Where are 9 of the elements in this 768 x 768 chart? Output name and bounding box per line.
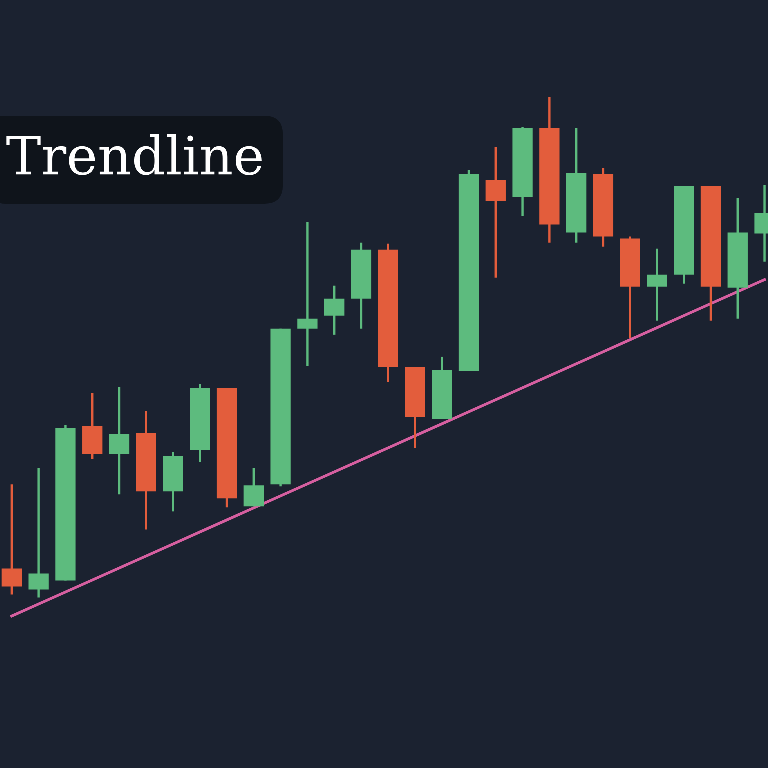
candlestick [486, 146, 506, 279]
candlestick [244, 467, 264, 508]
candlestick [324, 284, 345, 336]
candlestick [298, 221, 318, 368]
text: Trendline [6, 134, 262, 176]
candlestick [28, 467, 49, 599]
candlestick [2, 484, 22, 596]
candlestick [109, 386, 130, 496]
candlestick [647, 248, 668, 322]
